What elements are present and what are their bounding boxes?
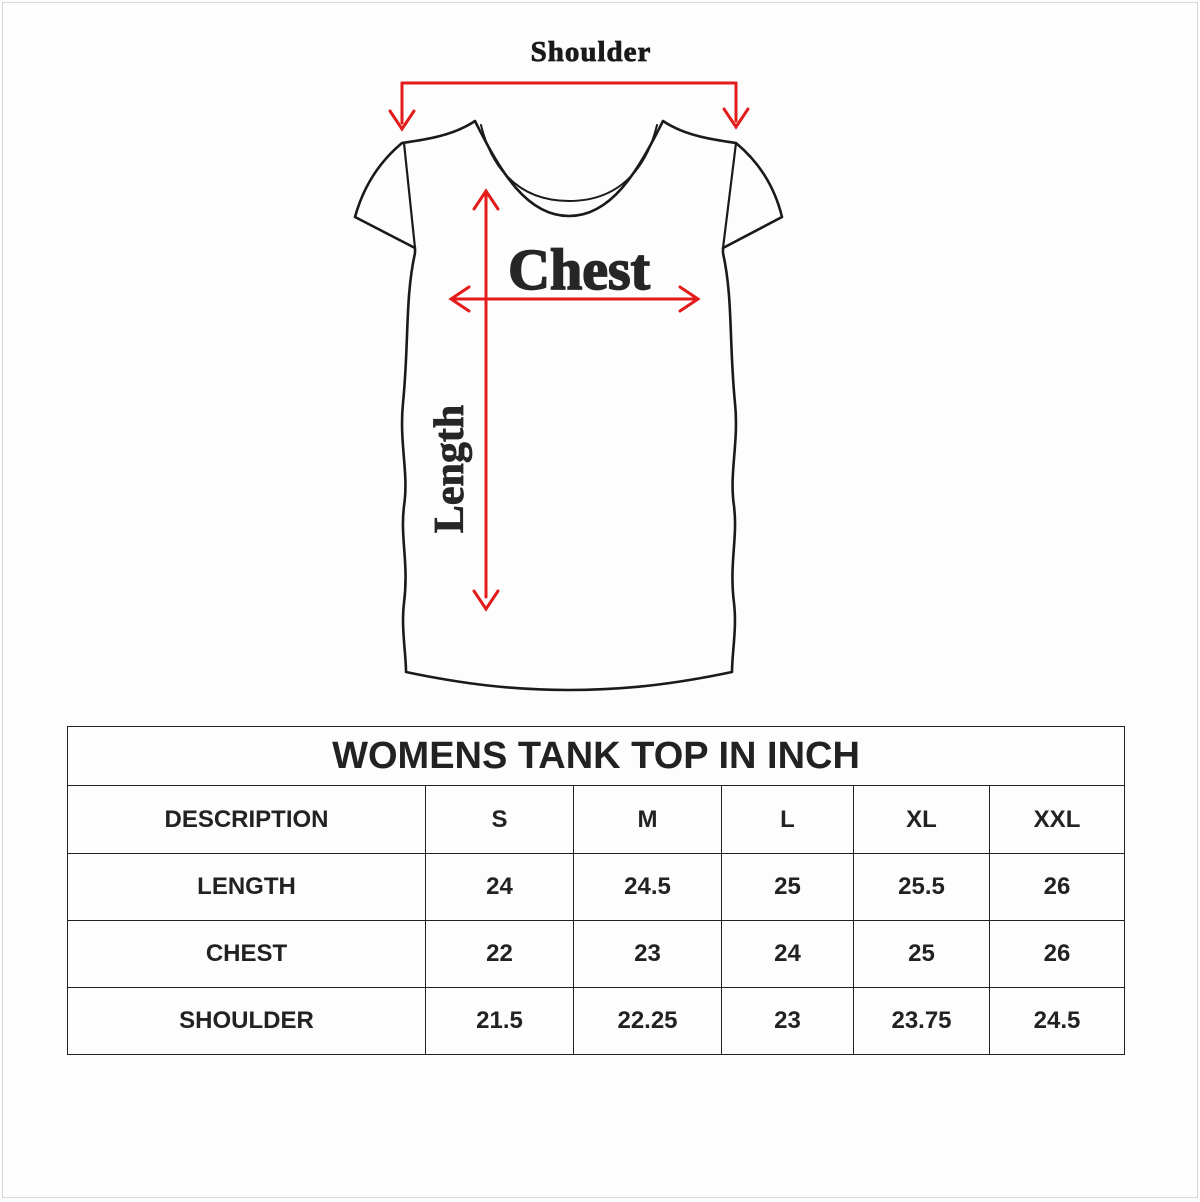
- svg-text:Length: Length: [427, 405, 473, 533]
- svg-text:Chest: Chest: [508, 237, 650, 302]
- svg-text:Shoulder: Shoulder: [531, 36, 652, 68]
